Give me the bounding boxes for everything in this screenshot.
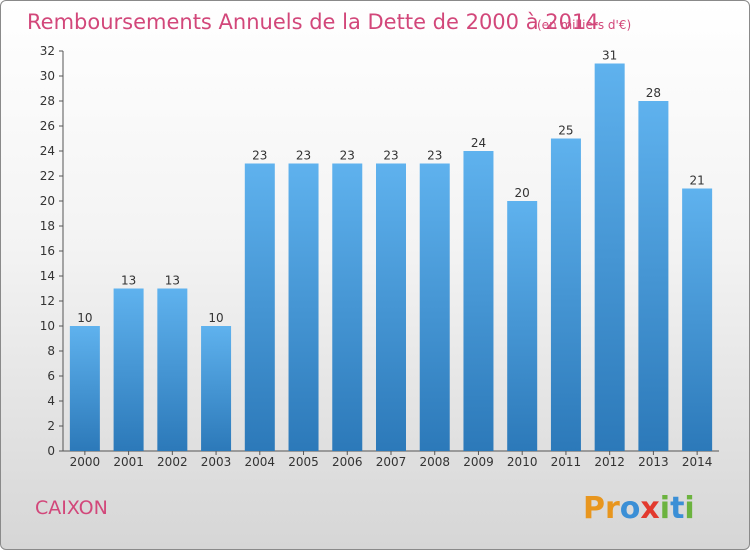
x-tick-label: 2005 [288, 455, 319, 469]
commune-name: CAIXON [35, 497, 108, 519]
x-tick-label: 2013 [638, 455, 669, 469]
bar-value-label: 31 [602, 49, 617, 63]
y-tick-label: 28 [40, 94, 55, 108]
y-tick-label: 24 [40, 144, 55, 158]
y-tick-label: 2 [47, 419, 55, 433]
y-tick-label: 12 [40, 294, 55, 308]
x-tick-label: 2000 [70, 455, 101, 469]
x-tick-label: 2008 [419, 455, 450, 469]
bar [113, 288, 144, 451]
x-tick-label: 2001 [113, 455, 144, 469]
bar [419, 163, 450, 451]
bar [638, 101, 669, 451]
logo-letter: r [605, 491, 620, 526]
y-tick-label: 22 [40, 169, 55, 183]
y-tick-label: 8 [47, 344, 55, 358]
x-tick-label: 2011 [551, 455, 582, 469]
x-tick-label: 2014 [682, 455, 713, 469]
chart-title: Remboursements Annuels de la Dette de 20… [27, 10, 599, 34]
y-tick-label: 4 [47, 394, 55, 408]
y-tick-label: 16 [40, 244, 55, 258]
bar-value-label: 13 [121, 274, 136, 288]
bars-group: 10 13 13 10 23 23 23 23 23 24 20 25 31 28 21 [69, 49, 713, 451]
bar [463, 151, 494, 451]
x-tick-label: 2007 [376, 455, 407, 469]
bar [244, 163, 275, 451]
y-tick-label: 20 [40, 194, 55, 208]
logo-letter: i [660, 491, 670, 526]
bar-value-label: 21 [689, 174, 704, 188]
x-tick-label: 2010 [507, 455, 538, 469]
bar-value-label: 25 [558, 124, 573, 138]
x-tick-label: 2002 [157, 455, 188, 469]
bar-value-label: 10 [208, 311, 223, 325]
y-tick-label: 0 [47, 444, 55, 458]
bar [682, 188, 713, 451]
logo-letter: P [583, 491, 605, 526]
bar [550, 138, 581, 451]
bar-value-label: 24 [471, 136, 486, 150]
logo-letter: o [620, 491, 641, 526]
bar [507, 201, 538, 451]
logo-letter: i [684, 491, 694, 526]
logo-letter: x [640, 491, 659, 526]
y-tick-label: 18 [40, 219, 55, 233]
x-tick-label: 2012 [594, 455, 625, 469]
y-tick-label: 14 [40, 269, 55, 283]
bar [288, 163, 319, 451]
proxiti-logo: Proxiti [583, 491, 695, 526]
bar-value-label: 20 [515, 186, 530, 200]
bar [376, 163, 406, 451]
logo-letter: t [670, 491, 684, 526]
bar-value-label: 10 [77, 311, 92, 325]
bar-value-label: 28 [646, 86, 661, 100]
bar [201, 326, 232, 451]
y-tick-label: 32 [40, 44, 55, 58]
bar-value-label: 23 [427, 149, 442, 163]
y-tick-label: 30 [40, 69, 55, 83]
y-tick-label: 6 [47, 369, 55, 383]
bar-value-label: 23 [296, 149, 311, 163]
bar-value-label: 13 [165, 274, 180, 288]
x-tick-label: 2009 [463, 455, 494, 469]
bar [157, 288, 188, 451]
bar [594, 63, 625, 451]
y-tick-label: 10 [40, 319, 55, 333]
bar-value-label: 23 [340, 149, 355, 163]
bar-value-label: 23 [383, 149, 398, 163]
x-tick-label: 2004 [245, 455, 276, 469]
bar-value-label: 23 [252, 149, 267, 163]
x-tick-label: 2006 [332, 455, 363, 469]
y-tick-label: 26 [40, 119, 55, 133]
chart-subtitle: (en milliers d'€) [537, 18, 631, 32]
bar [332, 163, 363, 451]
x-tick-label: 2003 [201, 455, 232, 469]
bar [69, 326, 100, 451]
